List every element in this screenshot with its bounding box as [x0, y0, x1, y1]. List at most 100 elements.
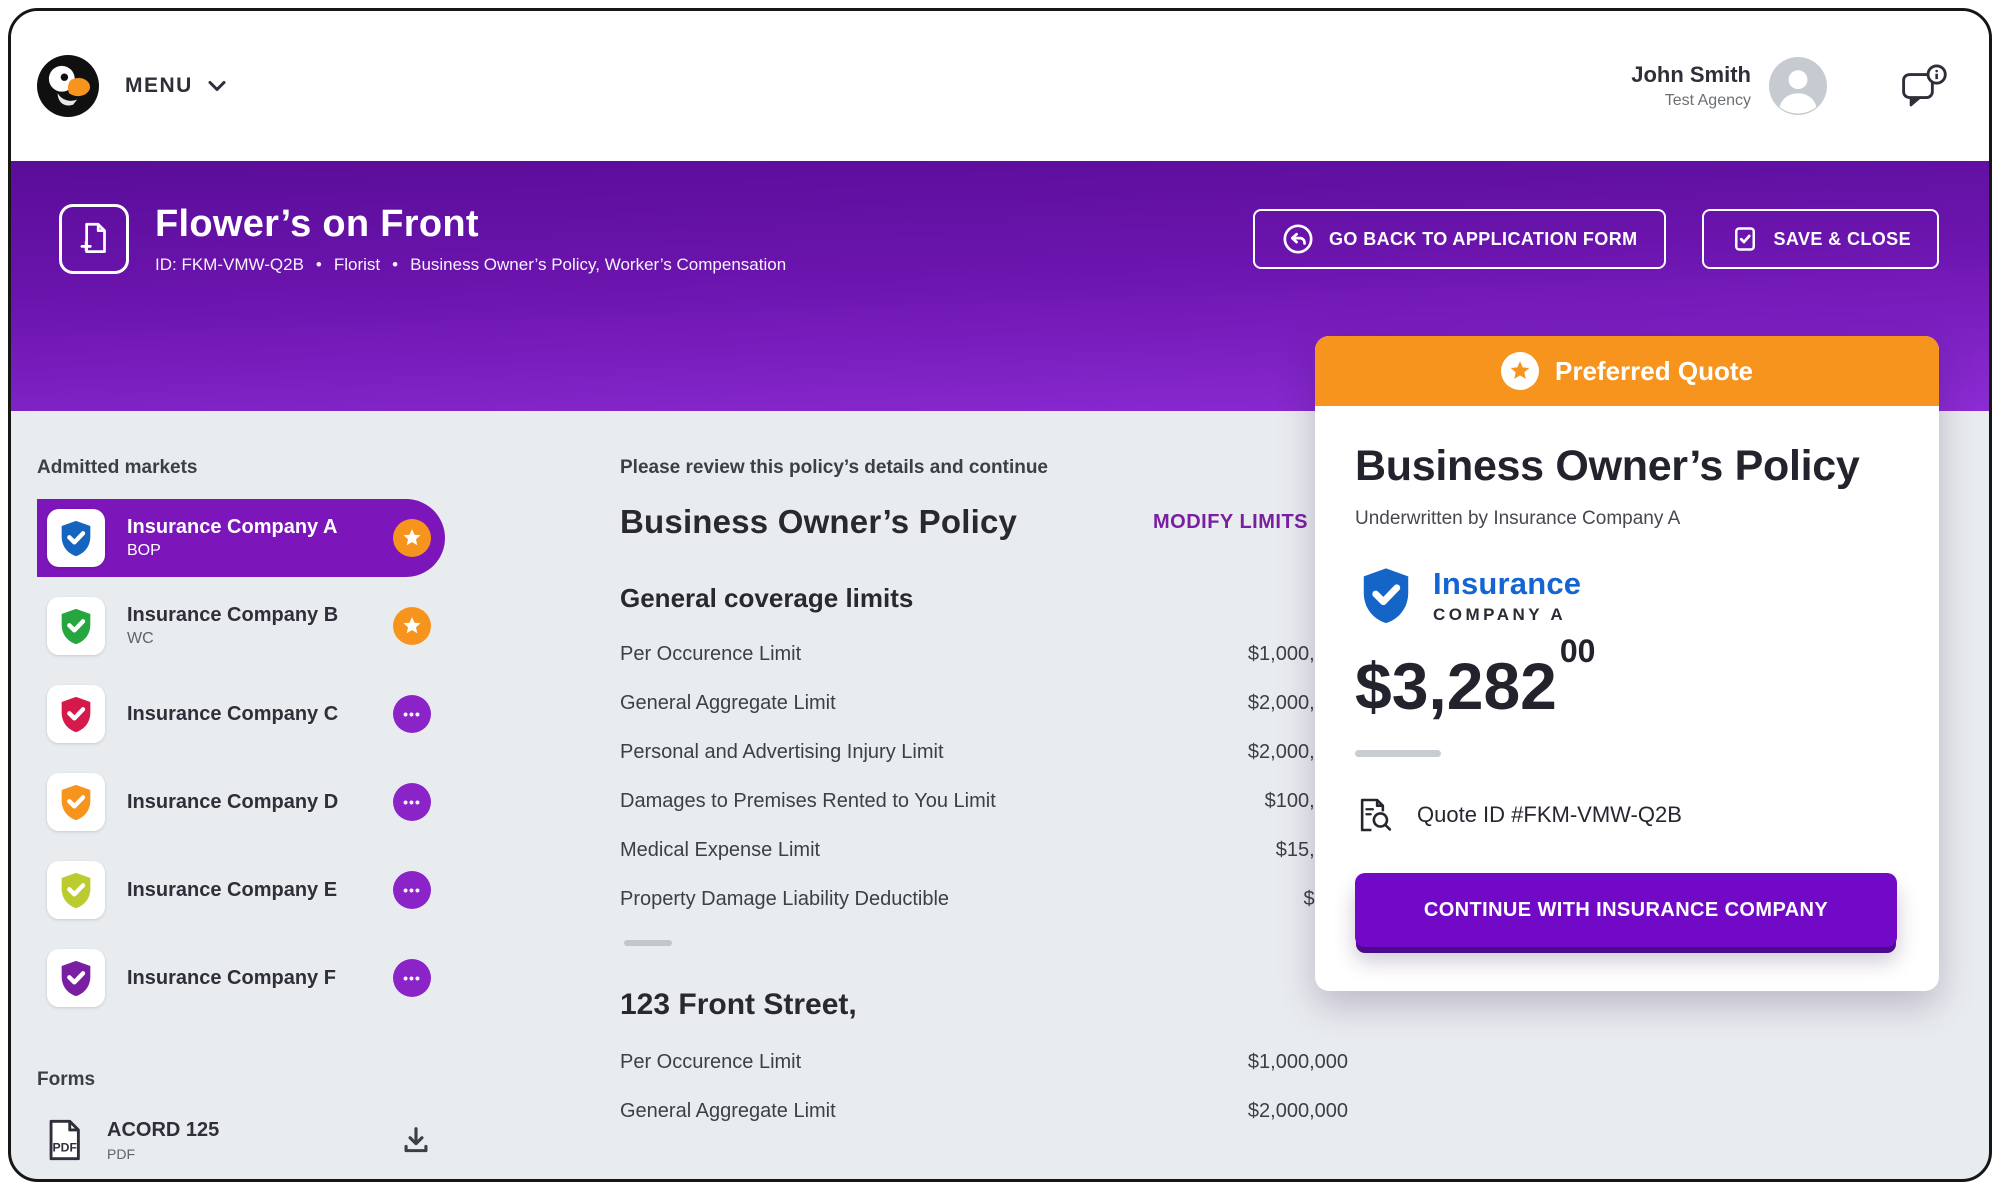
price-dollars: $3,282 [1355, 649, 1557, 724]
sidebar-item-insurance-company-d[interactable]: Insurance Company D ••• [37, 763, 445, 841]
policy-title: Business Owner’s Policy [620, 503, 1018, 540]
insurer-name: Insurance Company A [127, 516, 338, 538]
sidebar-item-insurance-company-b[interactable]: Insurance Company B WC [37, 587, 445, 665]
policy-details-panel: Please review this policy’s details and … [620, 411, 1348, 1179]
star-icon [401, 527, 423, 549]
sidebar-item-insurance-company-a[interactable]: Insurance Company A BOP [37, 499, 445, 577]
insurer-shield-tile [47, 509, 105, 567]
client-subtitle: ID: FKM-VMW-Q2B • Florist • Business Own… [155, 255, 786, 275]
underwritten-by: Underwritten by Insurance Company A [1355, 508, 1681, 530]
coverage-label: Property Damage Liability Deductible [620, 888, 950, 910]
insurer-name: Insurance Company E [127, 878, 338, 901]
chevron-down-icon [208, 81, 226, 91]
quote-id-text: Quote ID #FKM-VMW-Q2B [1417, 802, 1682, 828]
shield-check-icon [56, 518, 96, 558]
insurer-shield-tile [47, 685, 105, 743]
modify-limits-label: MODIFY LIMITS [1152, 510, 1308, 533]
section-title-location: 123 Front Street, [620, 988, 857, 1021]
table-row: General Aggregate Limit $2,000,000 [620, 1087, 1348, 1136]
insurer-shield-tile [47, 861, 105, 919]
preferred-quote-label: Preferred Quote [1555, 355, 1753, 386]
coverage-label: Medical Expense Limit [620, 839, 821, 861]
preferred-star-badge [393, 519, 431, 557]
more-options-badge[interactable]: ••• [393, 695, 431, 733]
sidebar-item-insurance-company-c[interactable]: Insurance Company C ••• [37, 675, 445, 753]
section-divider-handle [624, 940, 672, 946]
go-back-label: GO BACK TO APPLICATION FORM [1329, 228, 1638, 249]
quote-policy-title: Business Owner’s Policy [1355, 442, 1860, 490]
insurer-name: Insurance Company F [127, 966, 336, 989]
insurer-logo-subname: COMPANY A [1433, 604, 1567, 624]
quote-price: $3,28200 [1355, 633, 1897, 724]
quote-id-row: Quote ID #FKM-VMW-Q2B [1355, 795, 1897, 835]
user-organization: Test Agency [1664, 92, 1751, 109]
download-icon[interactable] [399, 1123, 433, 1157]
coverage-label: Damages to Premises Rented to You Limit [620, 790, 996, 812]
form-type: PDF [107, 1145, 135, 1162]
form-item-acord-125[interactable]: PDF ACORD 125 PDF [37, 1117, 445, 1163]
client-title: Flower’s on Front [155, 203, 479, 245]
toucan-logo-icon[interactable] [37, 55, 99, 117]
application-file-icon [59, 204, 129, 274]
insurer-logo: Insurance COMPANY A [1355, 564, 1897, 626]
admitted-markets-title: Admitted markets [37, 457, 198, 478]
insurer-policy-type: WC [127, 630, 154, 647]
insurer-shield-icon [1355, 564, 1417, 626]
shield-check-icon [56, 694, 96, 734]
client-id: ID: FKM-VMW-Q2B [155, 255, 304, 274]
star-icon [401, 615, 423, 637]
insurer-shield-tile [47, 949, 105, 1007]
client-industry: Florist [333, 255, 381, 274]
coverage-label: Personal and Advertising Injury Limit [620, 741, 944, 763]
header-actions: GO BACK TO APPLICATION FORM SAVE & CLOSE [1253, 209, 1939, 269]
coverage-label: General Aggregate Limit [620, 1100, 836, 1122]
save-close-button[interactable]: SAVE & CLOSE [1701, 209, 1939, 269]
table-row: Per Occurence Limit $1,000,000 [620, 1038, 1348, 1087]
card-divider [1355, 750, 1441, 758]
preferred-quote-card: Preferred Quote Business Owner’s Policy … [1315, 336, 1939, 992]
app-window: MENU John Smith Test Agency [8, 8, 1992, 1182]
preferred-star-icon [1501, 352, 1540, 390]
coverage-label: Per Occurence Limit [620, 643, 802, 665]
dot-separator: • [392, 255, 399, 274]
shield-check-icon [56, 606, 96, 646]
coverage-label: General Aggregate Limit [620, 692, 836, 714]
more-options-badge[interactable]: ••• [393, 871, 431, 909]
top-bar: MENU John Smith Test Agency [11, 11, 1989, 161]
document-check-icon [1734, 227, 1755, 251]
menu-button[interactable]: MENU [125, 74, 229, 98]
section-title-general: General coverage limits [620, 583, 914, 613]
dot-separator: • [315, 255, 322, 274]
preferred-star-badge [393, 607, 431, 645]
save-close-label: SAVE & CLOSE [1773, 228, 1911, 249]
forms-section-title: Forms [37, 1069, 96, 1090]
preferred-quote-banner: Preferred Quote [1315, 336, 1939, 406]
user-name: John Smith [1631, 62, 1751, 87]
quote-document-search-icon [1360, 799, 1392, 832]
client-policies: Business Owner’s Policy, Worker’s Compen… [410, 255, 787, 274]
go-back-button[interactable]: GO BACK TO APPLICATION FORM [1253, 209, 1666, 269]
insurer-shield-tile [47, 773, 105, 831]
coverage-table: Per Occurence Limit $1,000,000 General A… [620, 630, 1348, 924]
menu-label: MENU [125, 74, 193, 97]
coverage-label: Per Occurence Limit [620, 1051, 802, 1073]
sidebar-item-insurance-company-e[interactable]: Insurance Company E ••• [37, 851, 445, 929]
shield-check-icon [56, 782, 96, 822]
back-arrow-icon [1283, 224, 1313, 254]
more-options-badge[interactable]: ••• [393, 783, 431, 821]
coverage-value: $1,000,000 [1247, 1051, 1348, 1073]
continue-with-insurance-button[interactable]: CONTINUE WITH INSURANCE COMPANY [1355, 873, 1897, 948]
avatar[interactable] [1769, 57, 1827, 115]
sidebar-item-insurance-company-f[interactable]: Insurance Company F ••• [37, 939, 445, 1017]
insurer-name: Insurance Company B [127, 604, 339, 626]
markets-sidebar: Admitted markets Insurance Company A BOP [11, 411, 531, 1179]
table-row: Property Damage Liability Deductible $50… [620, 875, 1348, 924]
more-options-badge[interactable]: ••• [393, 959, 431, 997]
insurer-policy-type: BOP [127, 542, 161, 559]
table-row: General Aggregate Limit $2,000,000 [620, 679, 1348, 728]
coverage-value: $2,000,000 [1247, 1100, 1348, 1122]
price-cents: 00 [1559, 633, 1596, 670]
insurer-shield-tile [47, 597, 105, 655]
shield-check-icon [56, 870, 96, 910]
feedback-info-icon[interactable] [1897, 63, 1949, 109]
